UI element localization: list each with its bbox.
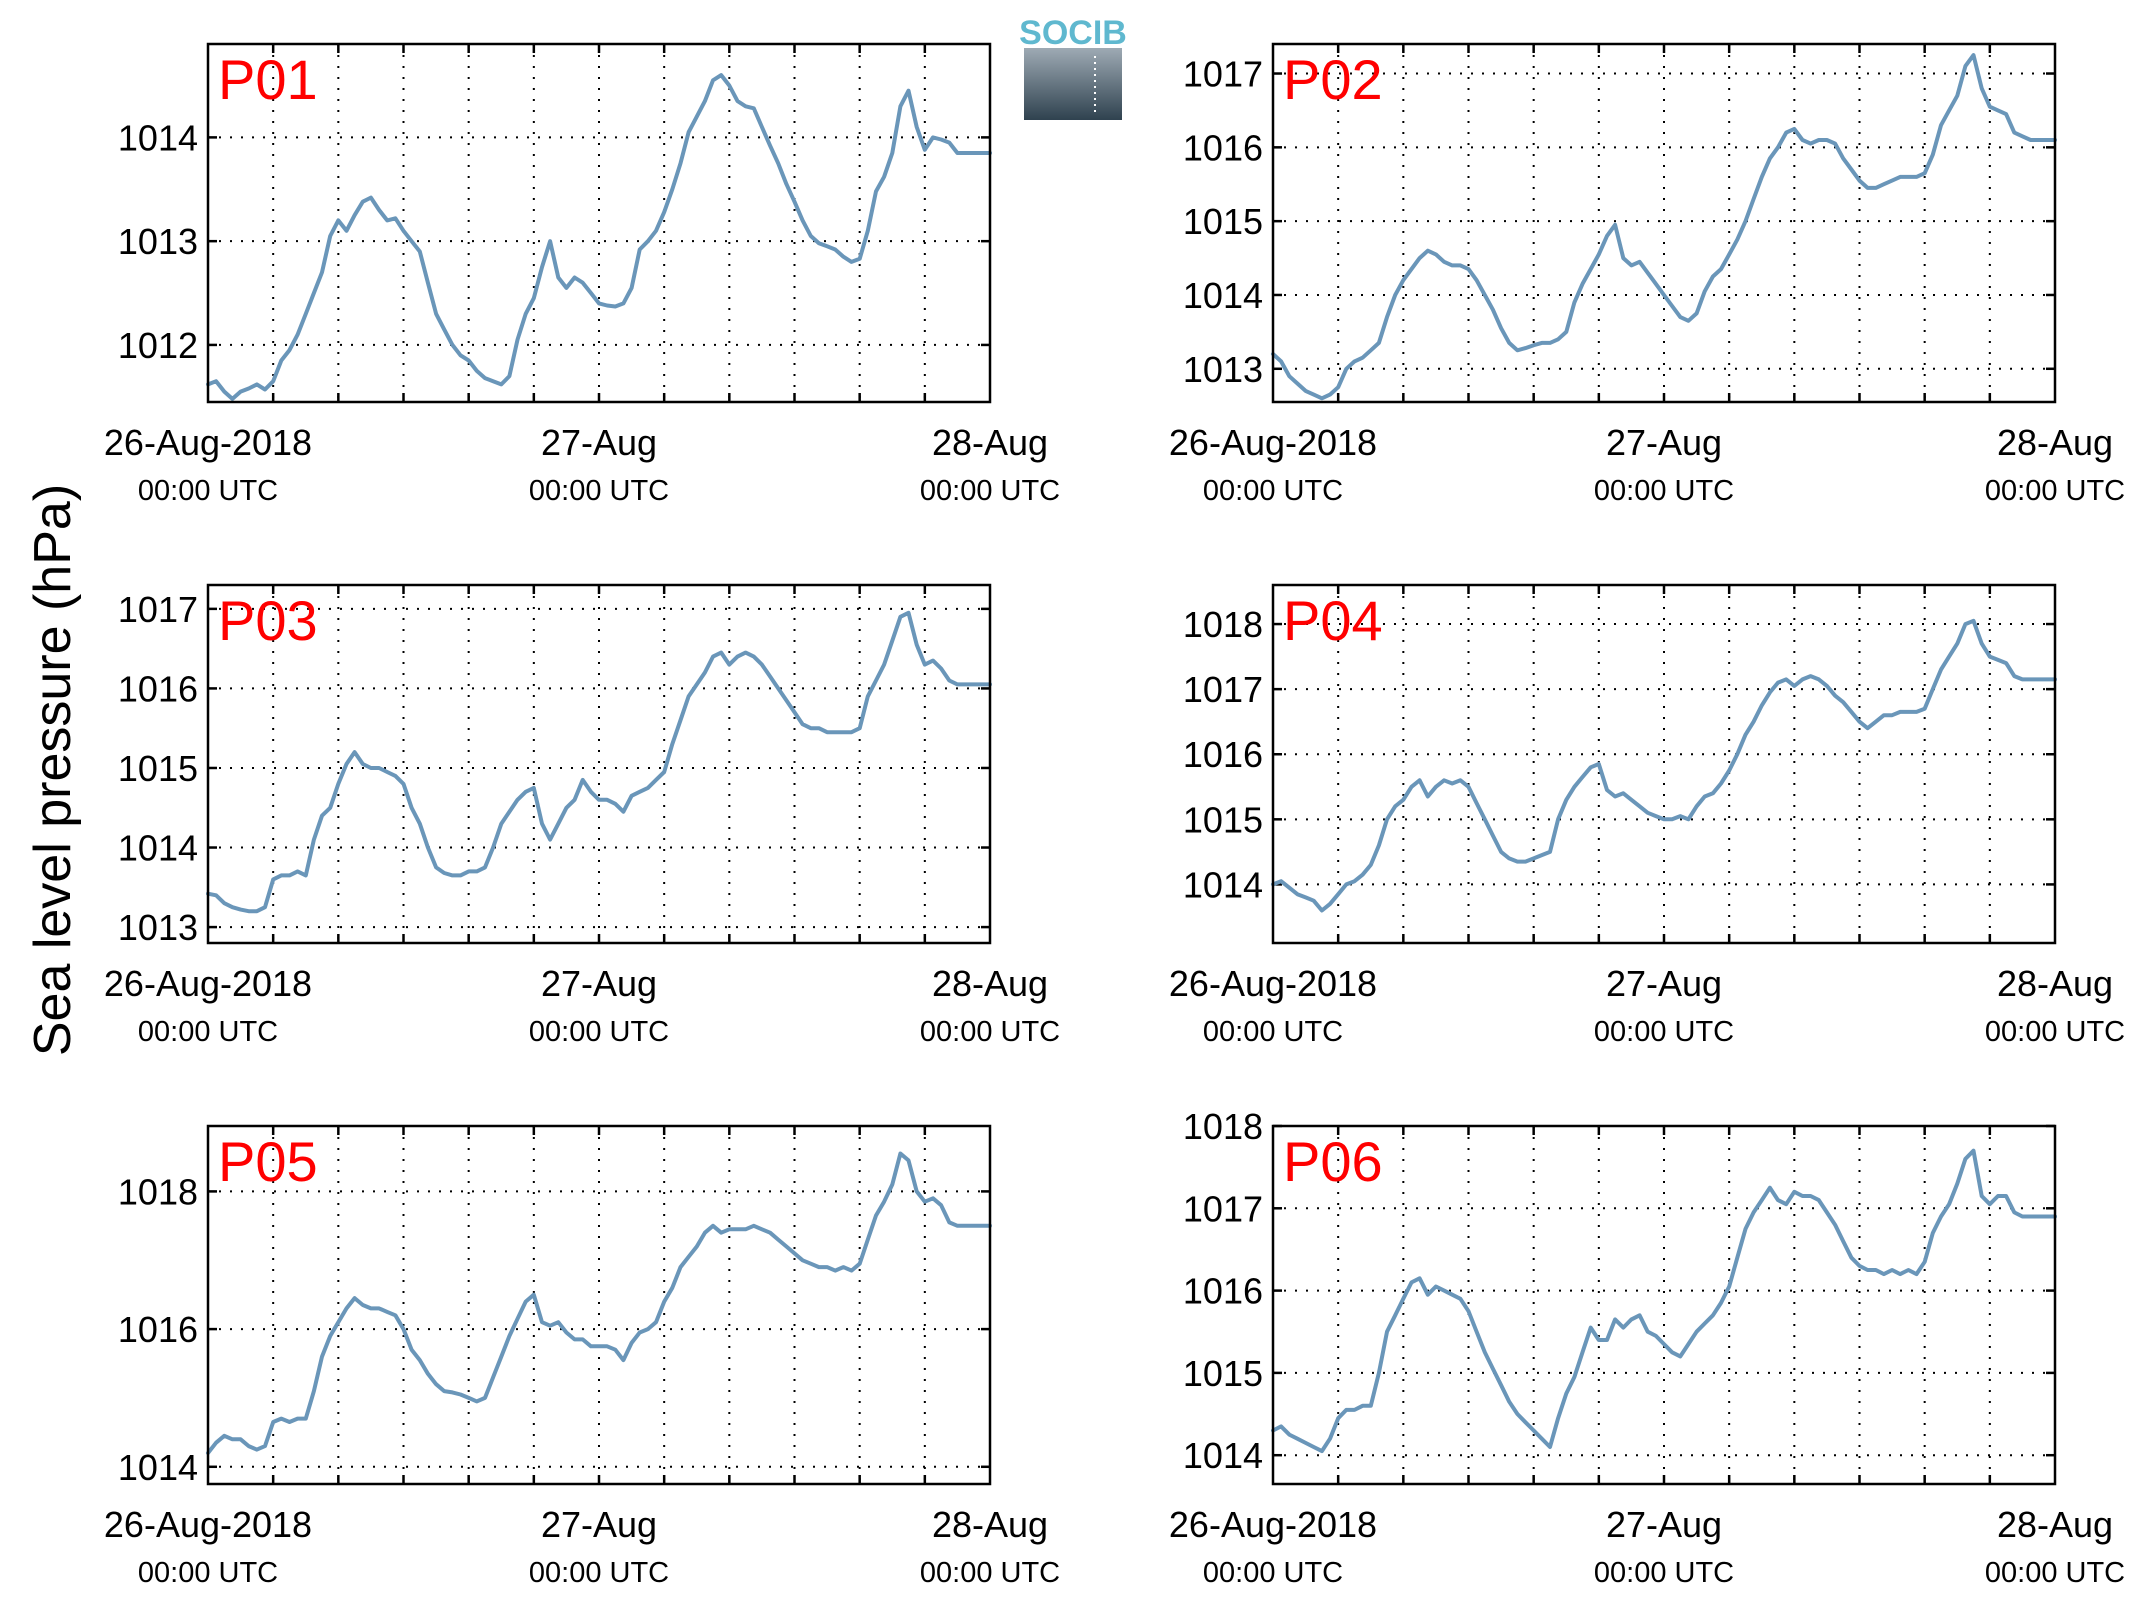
x-tick-date-label: 26-Aug-2018: [1169, 963, 1377, 1004]
y-tick-label: 1015: [118, 748, 198, 789]
y-tick-label: 1017: [118, 589, 198, 630]
x-tick-time-label: 00:00 UTC: [920, 1016, 1060, 1048]
panel-title: P03: [218, 589, 318, 652]
y-tick-label: 1018: [1183, 604, 1263, 645]
x-tick-time-label: 00:00 UTC: [1203, 1557, 1343, 1589]
axes-frame: [206, 583, 992, 945]
x-tick-time-label: 00:00 UTC: [138, 1557, 278, 1589]
panel-title: P04: [1283, 589, 1383, 652]
y-tick-label: 1014: [1183, 1435, 1263, 1476]
y-tick-label: 1014: [1183, 275, 1263, 316]
pressure-line: [1271, 618, 2057, 913]
x-tick-time-label: 00:00 UTC: [529, 1557, 669, 1589]
x-tick-date-label: 28-Aug: [932, 1504, 1048, 1545]
y-tick-label: 1014: [118, 1447, 198, 1488]
y-tick-label: 1017: [1183, 1188, 1263, 1229]
panels: 1012 1013 1014 P01 26-Aug-2018 00:00 UTC 27-Au…: [104, 42, 2125, 1589]
y-tick-label: 1013: [1183, 349, 1263, 390]
plot-background: [208, 585, 990, 943]
x-tick-date-label: 27-Aug: [1606, 1504, 1722, 1545]
panel-p05: 1014 1016 1018 P05 26-Aug-2018 00:00 UTC 27-Au…: [104, 1124, 1060, 1589]
x-tick-date-label: 28-Aug: [1997, 963, 2113, 1004]
y-tick-label: 1016: [1183, 734, 1263, 775]
x-tick-date-label: 27-Aug: [541, 1504, 657, 1545]
x-tick-date-label: 28-Aug: [932, 963, 1048, 1004]
x-tick-time-label: 00:00 UTC: [529, 475, 669, 507]
x-tick-time-label: 00:00 UTC: [920, 475, 1060, 507]
x-tick-date-label: 27-Aug: [1606, 963, 1722, 1004]
y-axis-label: Sea level pressure (hPa): [24, 484, 82, 1056]
panel-p04: 1014 1015 1016 1017 1018 P04 26-Aug-2018 00:00 …: [1169, 583, 2125, 1048]
x-tick-date-label: 26-Aug-2018: [1169, 1504, 1377, 1545]
panel-p06: 1014 1015 1016 1017 1018 P06 26-Aug-2018 00:00 …: [1169, 1106, 2125, 1589]
plot-background: [208, 44, 990, 402]
y-tick-label: 1015: [1183, 1353, 1263, 1394]
socib-logo: SOCIB: [1019, 14, 1127, 120]
panel-title: P05: [218, 1130, 318, 1193]
y-tick-label: 1014: [118, 828, 198, 869]
x-tick-time-label: 00:00 UTC: [1985, 1016, 2125, 1048]
x-tick-date-label: 28-Aug: [1997, 1504, 2113, 1545]
x-tick-date-label: 26-Aug-2018: [104, 422, 312, 463]
y-tick-label: 1016: [1183, 1271, 1263, 1312]
y-tick-label: 1018: [1183, 1106, 1263, 1147]
x-tick-time-label: 00:00 UTC: [529, 1016, 669, 1048]
panel-title: P01: [218, 48, 318, 111]
y-tick-label: 1014: [1183, 864, 1263, 905]
y-tick-label: 1014: [118, 117, 198, 158]
x-tick-time-label: 00:00 UTC: [138, 1016, 278, 1048]
panel-title: P06: [1283, 1130, 1383, 1193]
pressure-line: [1271, 1148, 2057, 1454]
pressure-line: [206, 1151, 992, 1455]
logo-text: SOCIB: [1019, 14, 1127, 52]
plot-background: [1273, 585, 2055, 943]
axes-frame: [1271, 583, 2057, 945]
pressure-line: [206, 73, 992, 401]
x-tick-time-label: 00:00 UTC: [1594, 475, 1734, 507]
y-tick-label: 1017: [1183, 54, 1263, 95]
plot-background: [1273, 1126, 2055, 1484]
logo-block: [1024, 48, 1122, 120]
panel-title: P02: [1283, 48, 1383, 111]
x-tick-date-label: 28-Aug: [1997, 422, 2113, 463]
x-tick-date-label: 26-Aug-2018: [104, 963, 312, 1004]
y-tick-label: 1016: [118, 668, 198, 709]
y-tick-label: 1013: [118, 907, 198, 948]
plot-background: [1273, 44, 2055, 402]
x-tick-time-label: 00:00 UTC: [1203, 475, 1343, 507]
y-tick-label: 1016: [1183, 127, 1263, 168]
x-tick-date-label: 27-Aug: [541, 422, 657, 463]
x-tick-date-label: 26-Aug-2018: [1169, 422, 1377, 463]
x-tick-time-label: 00:00 UTC: [1594, 1016, 1734, 1048]
x-tick-time-label: 00:00 UTC: [138, 475, 278, 507]
y-tick-label: 1013: [118, 221, 198, 262]
x-tick-date-label: 28-Aug: [932, 422, 1048, 463]
x-tick-time-label: 00:00 UTC: [1203, 1016, 1343, 1048]
x-tick-date-label: 27-Aug: [1606, 422, 1722, 463]
x-tick-time-label: 00:00 UTC: [920, 1557, 1060, 1589]
y-tick-label: 1018: [118, 1171, 198, 1212]
axes-frame: [1271, 42, 2057, 404]
x-tick-date-label: 26-Aug-2018: [104, 1504, 312, 1545]
panel-p02: 1013 1014 1015 1016 1017 P02 26-Aug-2018 00:00 …: [1169, 42, 2125, 507]
x-tick-time-label: 00:00 UTC: [1985, 1557, 2125, 1589]
axes-frame: [1271, 1124, 2057, 1486]
x-tick-time-label: 00:00 UTC: [1594, 1557, 1734, 1589]
y-tick-label: 1015: [1183, 799, 1263, 840]
y-tick-label: 1017: [1183, 669, 1263, 710]
pressure-line: [1271, 53, 2057, 401]
plot-background: [208, 1126, 990, 1484]
y-tick-label: 1016: [118, 1309, 198, 1350]
axes-frame: [206, 1124, 992, 1486]
pressure-line: [206, 610, 992, 914]
x-tick-date-label: 27-Aug: [541, 963, 657, 1004]
y-tick-label: 1015: [1183, 201, 1263, 242]
panel-p03: 1013 1014 1015 1016 1017 P03 26-Aug-2018 00:00 …: [104, 583, 1060, 1048]
axes-frame: [206, 42, 992, 404]
y-tick-label: 1012: [118, 325, 198, 366]
panel-p01: 1012 1013 1014 P01 26-Aug-2018 00:00 UTC 27-Au…: [104, 42, 1060, 507]
x-tick-time-label: 00:00 UTC: [1985, 475, 2125, 507]
